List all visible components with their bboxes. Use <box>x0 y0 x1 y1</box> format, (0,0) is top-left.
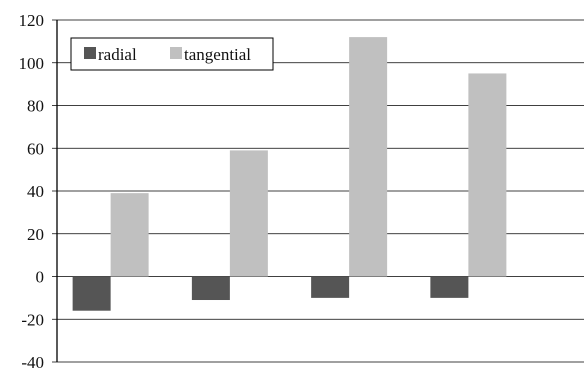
bar-tangential-3 <box>349 37 388 277</box>
bar-radial-3 <box>311 276 350 298</box>
y-tick-label: 100 <box>19 54 45 73</box>
bars <box>72 37 507 311</box>
bar-tangential-1 <box>110 193 149 277</box>
y-tick-label: 60 <box>27 139 44 158</box>
legend-swatch-radial <box>84 47 96 59</box>
legend-label-tangential: tangential <box>184 45 251 64</box>
y-tick-label: 120 <box>19 11 45 30</box>
bar-radial-4 <box>430 276 469 298</box>
bar-radial-1 <box>72 276 111 311</box>
y-tick-label: 0 <box>36 268 45 287</box>
bar-tangential-4 <box>468 73 507 277</box>
bar-tangential-2 <box>229 150 268 277</box>
legend: radial tangential <box>70 37 274 71</box>
y-tick-label: 80 <box>27 97 44 116</box>
y-tick-label: -20 <box>21 310 44 329</box>
bar-radial-2 <box>191 276 230 301</box>
y-tick-label: 20 <box>27 225 44 244</box>
y-axis-tick-labels: -40 -20 0 20 40 60 80 100 120 <box>19 11 45 371</box>
legend-swatch-tangential <box>170 47 182 59</box>
legend-label-radial: radial <box>98 45 137 64</box>
y-tick-label: 40 <box>27 182 44 201</box>
y-tick-label: -40 <box>21 353 44 371</box>
